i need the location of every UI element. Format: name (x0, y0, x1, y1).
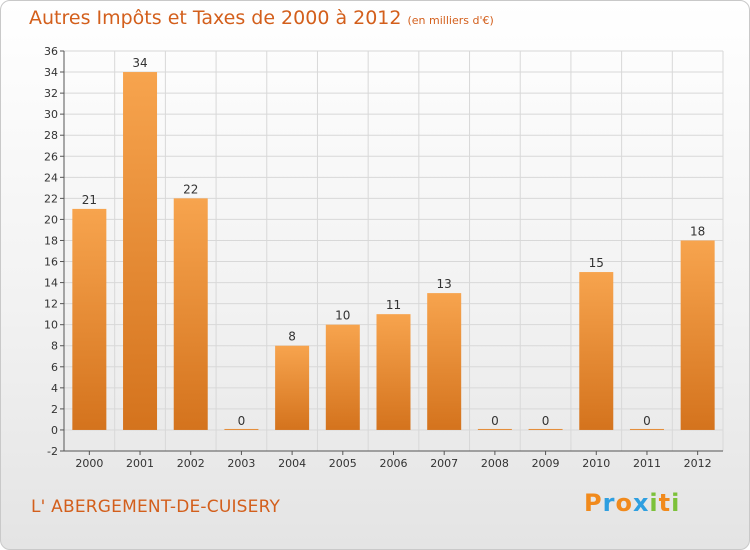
bar (376, 314, 411, 430)
data-label: 0 (238, 414, 246, 428)
y-tick-label: 28 (44, 129, 58, 142)
x-tick-label: 2010 (582, 457, 610, 470)
x-tick-label: 2006 (380, 457, 408, 470)
logo-letter: o (615, 489, 633, 517)
commune-name: L' ABERGEMENT-DE-CUISERY (31, 497, 281, 517)
logo-letter: i (671, 489, 681, 517)
bar (579, 272, 614, 430)
x-tick-label: 2002 (177, 457, 205, 470)
y-tick-label: 6 (51, 361, 58, 374)
y-tick-label: 4 (51, 382, 58, 395)
bar (528, 428, 563, 430)
data-label: 0 (542, 414, 550, 428)
bar (123, 72, 158, 430)
bar (427, 293, 462, 430)
logo-letter: x (632, 489, 650, 517)
x-tick-label: 2007 (430, 457, 458, 470)
x-tick-label: 2003 (227, 457, 255, 470)
x-tick-label: 2000 (75, 457, 103, 470)
y-tick-label: 30 (44, 108, 58, 121)
data-label: 18 (690, 224, 705, 238)
bars (72, 72, 715, 430)
y-tick-label: 26 (44, 150, 58, 163)
y-tick-label: 36 (44, 45, 58, 58)
logo-letter: t (658, 489, 672, 517)
data-label: 8 (288, 330, 296, 344)
bar (224, 428, 259, 430)
data-label: 21 (82, 193, 97, 207)
y-tick-label: 14 (44, 277, 58, 290)
data-label: 0 (643, 414, 651, 428)
x-tick-label: 2005 (329, 457, 357, 470)
y-tick-label: 24 (44, 171, 58, 184)
bar (477, 428, 512, 430)
bar (173, 198, 208, 430)
logo-letter: P (584, 489, 603, 517)
y-tick-label: 22 (44, 192, 58, 205)
x-tick-label: 2004 (278, 457, 306, 470)
y-tick-label: 32 (44, 87, 58, 100)
bar (680, 240, 715, 430)
y-tick-label: -2 (47, 445, 58, 458)
x-tick-label: 2001 (126, 457, 154, 470)
y-tick-label: 20 (44, 213, 58, 226)
x-tick-label: 2012 (684, 457, 712, 470)
bar (72, 208, 107, 430)
y-tick-label: 34 (44, 66, 58, 79)
data-label: 10 (335, 309, 350, 323)
bar (629, 428, 664, 430)
logo-letter: i (649, 489, 659, 517)
data-label: 22 (183, 182, 198, 196)
y-tick-label: 18 (44, 234, 58, 247)
data-label: 13 (437, 277, 452, 291)
x-tick-label: 2011 (633, 457, 661, 470)
chart-subtitle: (en milliers d'€) (407, 14, 494, 27)
proxiti-logo: Proxiti (584, 489, 680, 517)
x-tick-label: 2009 (532, 457, 560, 470)
y-tick-label: 10 (44, 319, 58, 332)
data-label: 34 (132, 56, 147, 70)
data-label: 11 (386, 298, 401, 312)
labels: 21 34 22 0 8 10 11 13 0 0 15 0 18 (82, 56, 706, 428)
bar (275, 345, 310, 430)
y-tick-label: 8 (51, 340, 58, 353)
y-tick-label: 12 (44, 298, 58, 311)
y-tick-label: 16 (44, 256, 58, 269)
data-label: 0 (491, 414, 499, 428)
bar (325, 324, 360, 430)
data-label: 15 (589, 256, 604, 270)
x-tick-label: 2008 (481, 457, 509, 470)
y-tick-label: 2 (51, 403, 58, 416)
chart-title-text: Autres Impôts et Taxes de 2000 à 2012 (29, 7, 402, 29)
chart-title: Autres Impôts et Taxes de 2000 à 2012 (en… (29, 7, 494, 29)
y-tick-label: 0 (51, 424, 58, 437)
logo-letter: r (602, 489, 616, 517)
